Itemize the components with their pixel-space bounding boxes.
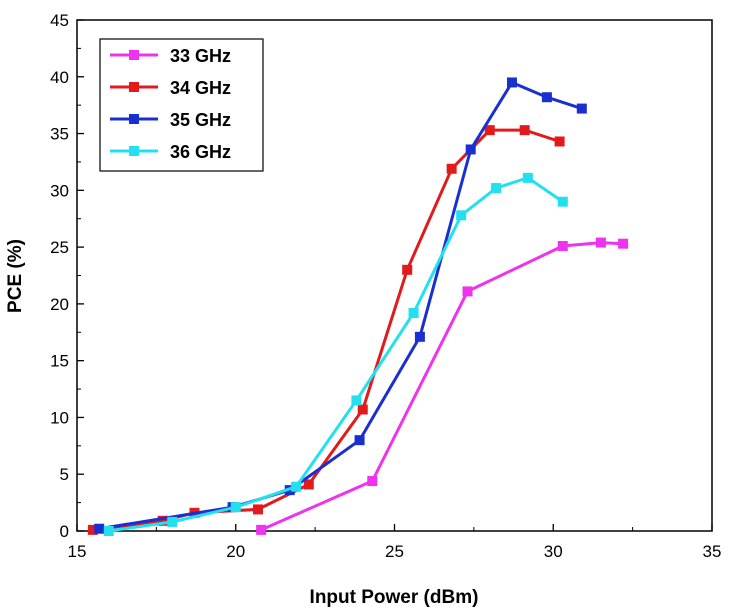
- data-point: [252, 504, 263, 515]
- legend-label: 33 GHz: [170, 46, 231, 66]
- x-tick-labels: 15 20 25 30 35: [68, 542, 722, 561]
- data-point: [87, 524, 98, 535]
- series-layer: [87, 77, 629, 536]
- legend-swatch-marker: [129, 82, 139, 92]
- data-point: [618, 238, 629, 249]
- y-tick-label: 30: [50, 181, 69, 200]
- axis-ticks: [76, 19, 713, 532]
- data-point: [491, 183, 502, 194]
- data-point: [519, 125, 530, 136]
- data-point: [576, 103, 587, 114]
- data-point: [291, 481, 302, 492]
- data-point: [367, 476, 378, 487]
- legend-label: 35 GHz: [170, 110, 231, 130]
- series-33-ghz: [256, 237, 629, 535]
- data-point: [351, 395, 362, 406]
- y-tick-label: 40: [50, 68, 69, 87]
- data-point: [357, 404, 368, 415]
- series-line: [108, 176, 564, 533]
- y-tick-labels: 0 5 10 15 20 25 30 35 40 45: [50, 11, 69, 541]
- data-point: [506, 77, 517, 88]
- legend-label: 34 GHz: [170, 78, 231, 98]
- x-tick-label: 20: [226, 542, 245, 561]
- series-line: [260, 241, 624, 532]
- data-point: [541, 92, 552, 103]
- x-tick-label: 35: [703, 542, 722, 561]
- data-point: [303, 479, 314, 490]
- data-point: [94, 523, 105, 534]
- data-point: [465, 144, 476, 155]
- data-point: [462, 286, 473, 297]
- data-point: [408, 307, 419, 318]
- data-point: [354, 435, 365, 446]
- data-point: [230, 502, 241, 513]
- y-tick-label: 35: [50, 125, 69, 144]
- data-point: [456, 210, 467, 221]
- y-tick-label: 20: [50, 295, 69, 314]
- data-point: [446, 163, 457, 174]
- legend-box: [99, 38, 264, 172]
- legend-swatch-marker: [129, 50, 139, 60]
- legend-label: 36 GHz: [170, 142, 231, 162]
- data-point: [484, 125, 495, 136]
- legend: 33 GHz 34 GHz 35 GHz 36 GHz: [99, 38, 264, 172]
- y-tick-label: 25: [50, 238, 69, 257]
- legend-swatch-marker: [129, 146, 139, 156]
- data-point: [595, 237, 606, 248]
- y-tick-label: 5: [60, 465, 69, 484]
- data-point: [402, 264, 413, 275]
- data-point: [103, 526, 114, 536]
- data-point: [167, 516, 178, 527]
- data-point: [522, 172, 533, 183]
- legend-swatch-marker: [129, 114, 139, 124]
- y-tick-label: 10: [50, 408, 69, 427]
- y-tick-label: 45: [50, 11, 69, 30]
- series-line: [92, 128, 561, 532]
- x-tick-label: 30: [544, 542, 563, 561]
- data-point: [157, 515, 168, 526]
- x-axis-title: Input Power (dBm): [310, 587, 479, 608]
- data-point: [256, 524, 267, 535]
- x-tick-label: 15: [68, 542, 87, 561]
- x-tick-label: 25: [385, 542, 404, 561]
- data-point: [557, 240, 568, 251]
- y-tick-label: 0: [60, 522, 69, 541]
- data-point: [554, 136, 565, 147]
- data-point: [557, 196, 568, 207]
- data-point: [414, 331, 425, 342]
- series-36-ghz: [103, 172, 568, 536]
- y-axis-title: PCE (%): [5, 239, 26, 313]
- y-tick-label: 15: [50, 352, 69, 371]
